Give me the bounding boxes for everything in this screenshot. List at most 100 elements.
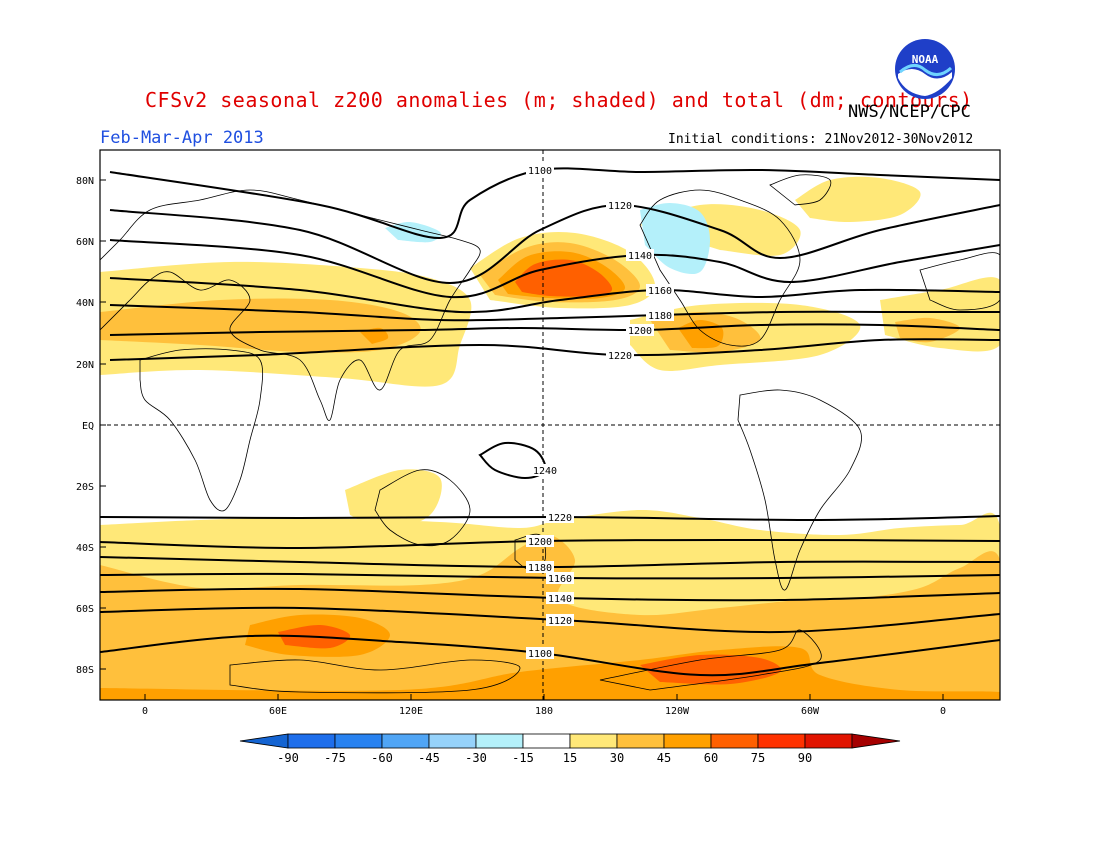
colorbar-arrow-low (239, 733, 289, 749)
longitude-axis: 0 60E 120E 180 120W 60W 0 (142, 694, 946, 717)
contour-label: 1120 (546, 614, 574, 627)
colorbar-label: 60 (704, 751, 718, 765)
colorbar-swatch (428, 733, 477, 749)
lat-tick-label: 80S (76, 665, 94, 676)
contour-label: 1200 (526, 535, 554, 548)
contour-label: 1240 (531, 464, 559, 477)
colorbar-swatch (616, 733, 665, 749)
svg-text:1240: 1240 (533, 466, 557, 477)
colorbar-swatch (475, 733, 524, 749)
anomaly-region (895, 317, 960, 343)
lat-tick-label: EQ (82, 421, 94, 432)
contour-label: 1140 (626, 249, 654, 262)
lon-tick-label: 0 (142, 706, 148, 717)
colorbar-swatch (381, 733, 430, 749)
anomaly-region (360, 327, 389, 344)
colorbar-label: 75 (751, 751, 765, 765)
colorbar-label: 30 (610, 751, 624, 765)
contour-line (109, 338, 1000, 361)
coastline (374, 469, 471, 547)
lon-tick-label: 120E (399, 706, 423, 717)
coastlines (100, 174, 1000, 694)
lat-tick-label: 40N (76, 298, 94, 309)
coastline (100, 189, 481, 421)
svg-text:1160: 1160 (648, 286, 672, 297)
logo-text: NOAA (912, 53, 939, 66)
contour-label: 1160 (546, 572, 574, 585)
contour-label: 1160 (646, 284, 674, 297)
svg-text:1120: 1120 (548, 616, 572, 627)
anomaly-region (345, 469, 442, 530)
colorbar-swatch (522, 733, 571, 749)
lat-tick-label: 60S (76, 604, 94, 615)
coastline (599, 629, 822, 691)
contour-line (109, 304, 1000, 322)
colorbar-swatch (569, 733, 618, 749)
contour-label: 1220 (606, 349, 634, 362)
lat-tick-label: 60N (76, 237, 94, 248)
lat-tick-label: 40S (76, 543, 94, 554)
anomaly-region (515, 259, 613, 297)
svg-text:1120: 1120 (608, 201, 632, 212)
colorbar-swatch (757, 733, 806, 749)
contour-label: 1180 (646, 309, 674, 322)
colorbar-label: 15 (563, 751, 577, 765)
chart-title: CFSv2 seasonal z200 anomalies (m; shaded… (145, 88, 973, 112)
lat-tick-label: 20S (76, 482, 94, 493)
contour-label: 1140 (546, 592, 574, 605)
lon-tick-label: 0 (940, 706, 946, 717)
colorbar-label: -60 (371, 751, 393, 765)
anomaly-region (100, 646, 1000, 700)
coastline (737, 389, 862, 591)
height-contours: 1100112011401160118012001220124012201200… (100, 164, 1000, 677)
colorbar-swatch (287, 733, 336, 749)
lon-tick-label: 120W (665, 706, 690, 717)
colorbar-swatch (710, 733, 759, 749)
contour-label: 1100 (526, 647, 554, 660)
agency-label: NWS/NCEP/CPC (848, 102, 971, 122)
contour-line (109, 277, 1000, 314)
contour-label: 1220 (546, 511, 574, 524)
colorbar-label: -75 (324, 751, 346, 765)
svg-text:1100: 1100 (528, 166, 552, 177)
lon-tick-label: 60E (269, 706, 287, 717)
colorbar-swatch (804, 733, 853, 749)
colorbar-label: -45 (418, 751, 440, 765)
contour-label: 1200 (626, 324, 654, 337)
coastline (919, 252, 1000, 311)
contour-label: 1120 (606, 199, 634, 212)
season-label: Feb-Mar-Apr 2013 (100, 128, 264, 148)
coastline (139, 348, 264, 512)
anomaly-region (795, 176, 921, 223)
colorbar-label: 45 (657, 751, 671, 765)
contour-label: 1100 (526, 164, 554, 177)
svg-text:1160: 1160 (548, 574, 572, 585)
svg-text:1200: 1200 (628, 326, 652, 337)
lon-tick-label: 180 (535, 706, 553, 717)
lon-tick-label: 60W (801, 706, 820, 717)
svg-text:1220: 1220 (548, 513, 572, 524)
lat-tick-label: 20N (76, 360, 94, 371)
coastline (769, 174, 832, 206)
contour-line (109, 323, 1000, 336)
colorbar-swatch (663, 733, 712, 749)
svg-text:1180: 1180 (648, 311, 672, 322)
colorbar-swatch (334, 733, 383, 749)
anomaly-region (100, 298, 421, 353)
initial-conditions: Initial conditions: 21Nov2012-30Nov2012 (668, 132, 974, 147)
svg-text:1140: 1140 (628, 251, 652, 262)
colorbar-arrow-high (851, 733, 901, 749)
colorbar-label: -15 (512, 751, 534, 765)
contour-line (109, 239, 1000, 299)
coastline (229, 659, 521, 694)
svg-text:1100: 1100 (528, 649, 552, 660)
latitude-axis: 80N 60N 40N 20N EQ 20S 40S 60S 80S (76, 176, 106, 676)
svg-text:1200: 1200 (528, 537, 552, 548)
noaa-logo-icon: NOAA (895, 39, 955, 99)
colorbar-label: -30 (465, 751, 487, 765)
svg-text:1140: 1140 (548, 594, 572, 605)
lat-tick-label: 80N (76, 176, 94, 187)
svg-text:1180: 1180 (528, 563, 552, 574)
